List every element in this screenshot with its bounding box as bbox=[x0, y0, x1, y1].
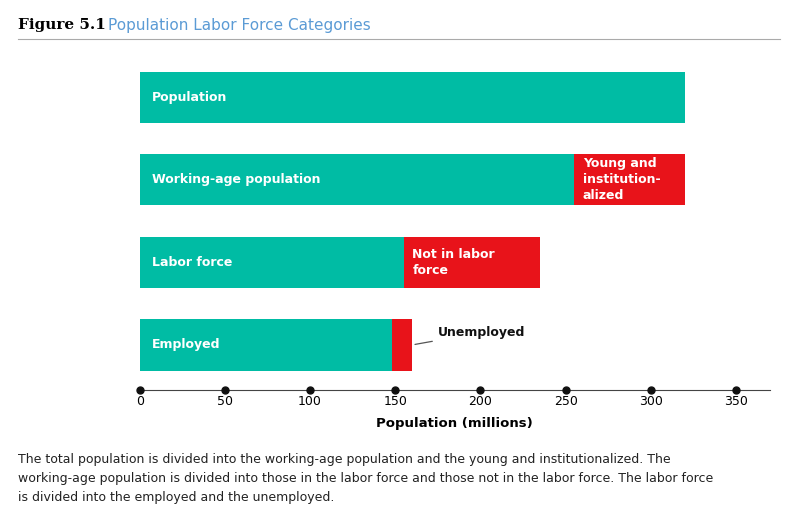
Text: Working-age population: Working-age population bbox=[152, 173, 320, 186]
Text: The total population is divided into the working-age population and the young an: The total population is divided into the… bbox=[18, 453, 713, 504]
Bar bbox=[140, 154, 574, 205]
Text: Population: Population bbox=[152, 90, 227, 103]
Text: Labor force: Labor force bbox=[152, 256, 232, 269]
Bar bbox=[574, 154, 685, 205]
Bar bbox=[140, 71, 685, 123]
Bar bbox=[140, 237, 404, 288]
Text: Unemployed: Unemployed bbox=[415, 326, 525, 344]
X-axis label: Population (millions): Population (millions) bbox=[377, 417, 533, 430]
Text: Employed: Employed bbox=[152, 339, 220, 352]
Text: Figure 5.1: Figure 5.1 bbox=[18, 18, 105, 32]
Bar bbox=[392, 320, 413, 371]
Text: Young and
institution-
alized: Young and institution- alized bbox=[583, 157, 660, 202]
Text: Not in labor
force: Not in labor force bbox=[413, 248, 495, 277]
Bar bbox=[404, 237, 540, 288]
Text: Population Labor Force Categories: Population Labor Force Categories bbox=[108, 18, 370, 33]
Bar bbox=[140, 320, 392, 371]
